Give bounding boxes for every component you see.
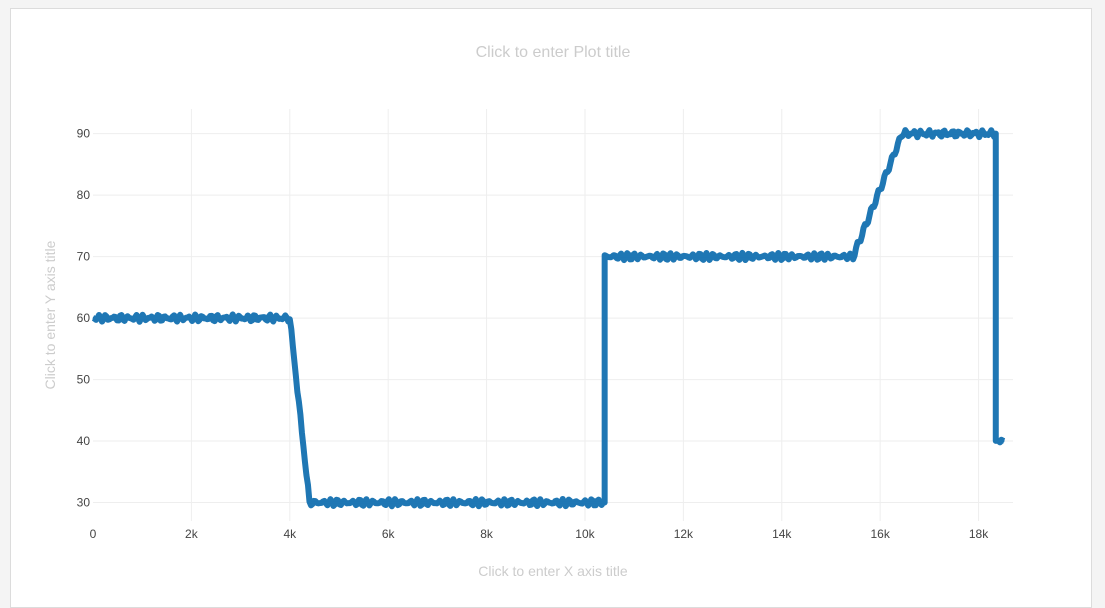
data-point: [995, 440, 997, 442]
x-tick-label: 14k: [772, 527, 792, 541]
data-point: [852, 256, 854, 258]
series-line: [93, 132, 1005, 504]
y-axis-ticks: 30 40 50 60 70 80 90: [77, 127, 91, 510]
y-tick-label: 50: [77, 373, 91, 387]
x-tick-label: 10k: [575, 527, 595, 541]
data-point: [604, 502, 606, 504]
x-tick-label: 2k: [185, 527, 199, 541]
data-point: [308, 502, 310, 504]
plot-title[interactable]: Click to enter Plot title: [476, 44, 631, 61]
data-point: [995, 133, 997, 135]
y-tick-label: 90: [77, 127, 91, 141]
data-point: [901, 133, 903, 135]
x-tick-label: 16k: [870, 527, 890, 541]
x-tick-label: 12k: [674, 527, 694, 541]
x-tick-label: 8k: [480, 527, 494, 541]
x-tick-label: 4k: [283, 527, 297, 541]
data-point: [1003, 440, 1005, 442]
x-tick-label: 6k: [382, 527, 396, 541]
y-tick-label: 40: [77, 434, 91, 448]
data-point: [92, 317, 94, 319]
y-tick-label: 70: [77, 250, 91, 264]
data-point: [604, 256, 606, 258]
y-axis-title[interactable]: Click to enter Y axis title: [42, 240, 58, 389]
chart-panel: [10, 8, 1092, 608]
y-tick-label: 30: [77, 496, 91, 510]
x-tick-label: 0: [90, 527, 97, 541]
x-axis-title[interactable]: Click to enter X axis title: [478, 563, 628, 579]
data-point: [289, 317, 291, 319]
x-tick-label: 18k: [969, 527, 989, 541]
y-tick-label: 80: [77, 188, 91, 202]
series-layer: [91, 127, 1006, 510]
x-axis-ticks: 0 2k 4k 6k 8k 10k 12k 14k 16k 18k: [90, 527, 990, 541]
y-tick-label: 60: [77, 311, 91, 325]
